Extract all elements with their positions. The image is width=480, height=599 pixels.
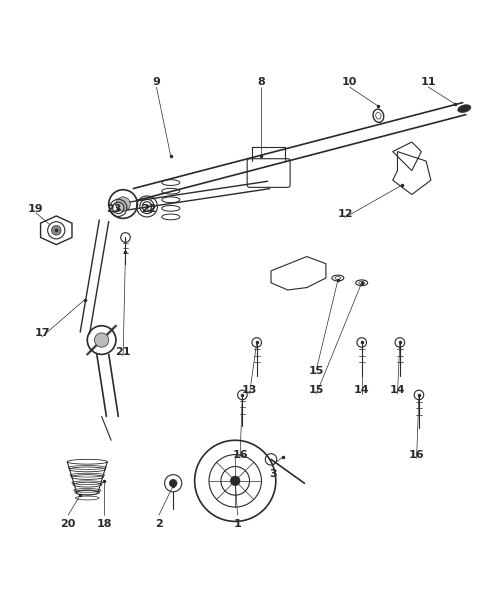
Text: 2: 2 xyxy=(155,519,163,529)
Circle shape xyxy=(48,222,65,239)
Circle shape xyxy=(95,333,109,347)
Text: 13: 13 xyxy=(242,385,257,395)
Text: 14: 14 xyxy=(354,385,370,395)
Text: 16: 16 xyxy=(409,450,424,459)
Circle shape xyxy=(169,479,177,487)
Text: 18: 18 xyxy=(96,519,112,529)
Text: 10: 10 xyxy=(342,77,358,87)
Text: 16: 16 xyxy=(232,450,248,459)
Circle shape xyxy=(51,226,61,235)
Text: 19: 19 xyxy=(28,204,44,214)
Text: 20: 20 xyxy=(60,519,76,529)
Text: 9: 9 xyxy=(153,77,160,87)
Text: 15: 15 xyxy=(309,385,324,395)
Text: 11: 11 xyxy=(421,77,436,87)
Text: 22: 22 xyxy=(142,204,157,214)
Ellipse shape xyxy=(376,113,381,119)
Circle shape xyxy=(230,476,240,486)
Text: 14: 14 xyxy=(390,385,405,395)
Text: 15: 15 xyxy=(309,366,324,376)
Text: 1: 1 xyxy=(234,519,241,529)
Text: 12: 12 xyxy=(337,208,353,219)
Circle shape xyxy=(116,197,130,211)
Text: 8: 8 xyxy=(258,77,265,87)
Text: 17: 17 xyxy=(34,328,50,338)
Text: 21: 21 xyxy=(115,347,131,357)
Text: 23: 23 xyxy=(106,204,121,214)
Ellipse shape xyxy=(458,105,471,113)
Text: 3: 3 xyxy=(270,468,277,479)
